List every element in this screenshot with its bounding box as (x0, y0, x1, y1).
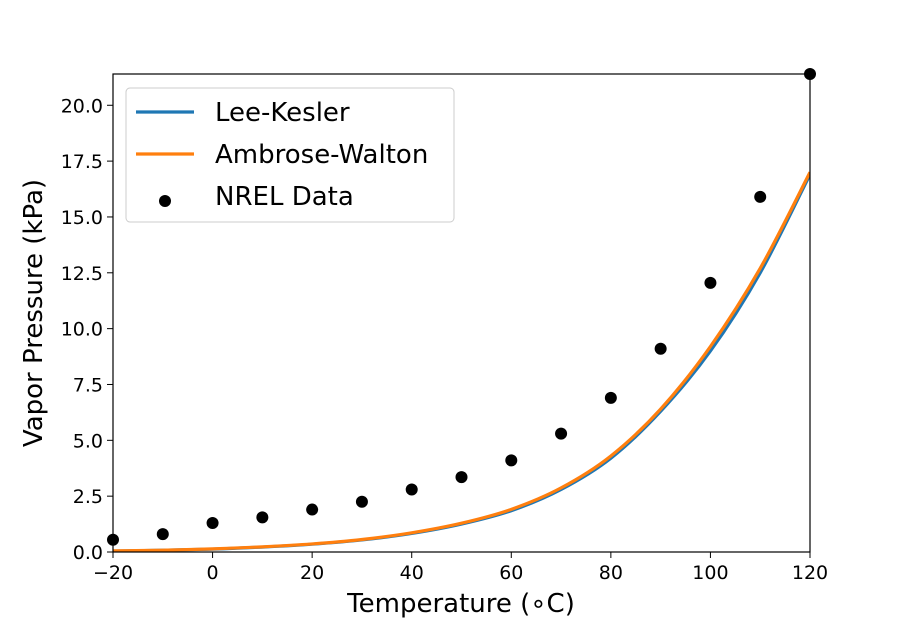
legend: Lee-Kesler Ambrose-Walton NREL Data (125, 87, 455, 223)
series-points-nrel-data (107, 68, 816, 546)
x-tick-label: 20 (300, 562, 324, 584)
axes: −20 0 20 40 60 80 100 120 0.0 2.5 5.0 7.5 10.0 12.5 15… (61, 73, 828, 584)
legend-marker-swatch (159, 195, 171, 207)
axes-frame (112, 73, 811, 553)
y-tick-label: 10.0 (61, 319, 103, 341)
y-axis-title: Vapor Pressure (kPa) (19, 179, 49, 447)
data-point (704, 276, 717, 289)
y-tick-label: 7.5 (73, 374, 103, 396)
data-point (306, 503, 319, 516)
x-tick-label: 120 (792, 562, 828, 584)
legend-entry: NREL Data (159, 182, 354, 212)
x-tick-label: 100 (692, 562, 728, 584)
data-point (654, 342, 667, 355)
x-tick-label: 60 (499, 562, 523, 584)
data-point (505, 454, 518, 467)
y-tick-label: 5.0 (73, 430, 103, 452)
data-point (455, 471, 468, 484)
data-point (206, 516, 219, 529)
x-tick-label: 80 (599, 562, 623, 584)
data-point (405, 483, 418, 496)
y-tick-label: 20.0 (61, 95, 103, 117)
series-lines (113, 171, 810, 552)
y-tick-label: 17.5 (61, 151, 103, 173)
legend-box (125, 87, 455, 223)
legend-label: Ambrose-Walton (215, 140, 428, 170)
y-tick-label: 0.0 (73, 542, 103, 564)
plot-area (107, 68, 816, 552)
data-point (754, 190, 767, 203)
y-tick-label: 12.5 (61, 263, 103, 285)
series-line-lee-kesler (113, 173, 810, 552)
data-point (256, 511, 269, 524)
legend-label: Lee-Kesler (215, 98, 350, 128)
series-line-ambrose-walton (113, 171, 810, 552)
x-axis-title: Temperature (∘C) (346, 589, 575, 619)
data-point (156, 528, 169, 541)
x-tick-label: −20 (93, 562, 133, 584)
legend-label: NREL Data (215, 182, 354, 212)
y-tick-label: 15.0 (61, 207, 103, 229)
y-tick-label: 2.5 (73, 486, 103, 508)
data-point (604, 391, 617, 404)
data-point (355, 495, 368, 508)
data-point (555, 427, 568, 440)
legend-entry: Ambrose-Walton (136, 140, 428, 170)
x-tick-label: 40 (400, 562, 424, 584)
legend-entry: Lee-Kesler (136, 98, 350, 128)
x-tick-label: 0 (207, 562, 219, 584)
